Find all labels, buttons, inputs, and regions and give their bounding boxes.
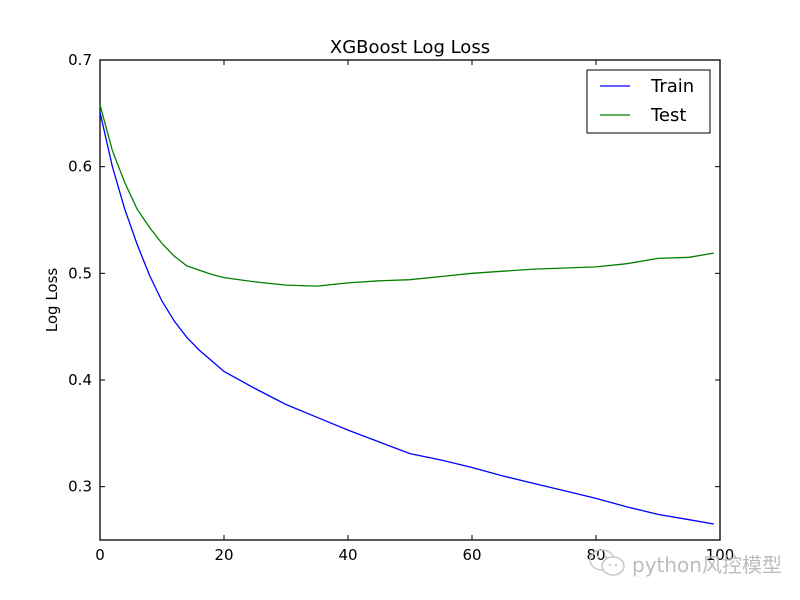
y-tick-label: 0.7 [68, 51, 92, 69]
legend-box [586, 69, 711, 134]
plot-area: 0 20 40 60 80 100 0.30.40.50.60.7 [68, 51, 734, 564]
legend-test-label: Test [650, 105, 686, 126]
x-tick-label: 0 [95, 546, 105, 564]
series-lines [99, 104, 714, 525]
x-tick-label: 20 [214, 546, 233, 564]
axes-frame [99, 59, 721, 541]
y-axis-ticks: 0.3 0.4 0.5 0.6 0.7 [68, 51, 720, 496]
y-tick-label: 0.4 [68, 371, 92, 389]
watermark: python风控模型 [588, 548, 782, 578]
chart-title: XGBoost Log Loss [330, 37, 490, 58]
legend-train-label: Train [650, 76, 694, 97]
watermark-text: python风控模型 [632, 552, 782, 577]
legend: Train Test [586, 69, 711, 134]
x-tick-label: 100 [706, 546, 735, 564]
y-tick-label: 0.3 [68, 478, 92, 496]
series-line-train [99, 112, 714, 525]
x-axis-ticks: 0 20 40 60 80 100 [95, 60, 734, 564]
y-axis-label: Log Loss [43, 268, 61, 333]
y-tick-label: 0.5 [68, 264, 92, 282]
wechat-icon [589, 549, 625, 576]
series-line-test [99, 104, 714, 287]
x-tick-label: 60 [462, 546, 481, 564]
x-tick-label: 40 [338, 546, 357, 564]
y-tick-label: 0.6 [68, 158, 92, 176]
